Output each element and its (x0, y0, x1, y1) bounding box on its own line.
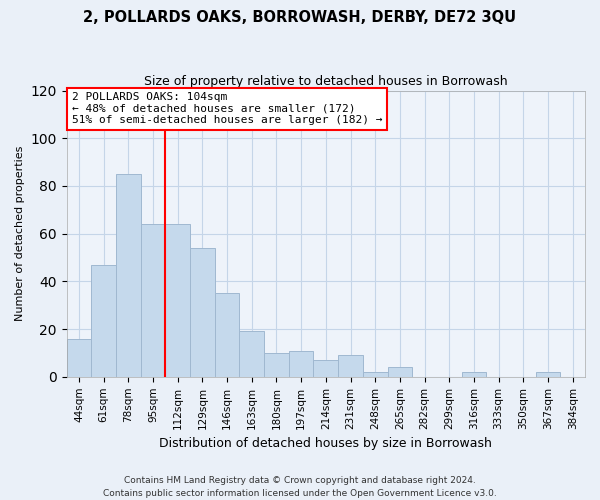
Bar (536, 372, 560, 377)
Text: Contains HM Land Registry data © Crown copyright and database right 2024.
Contai: Contains HM Land Registry data © Crown c… (103, 476, 497, 498)
Bar (338, 356, 363, 377)
Bar (67, 338, 91, 377)
Y-axis label: Number of detached properties: Number of detached properties (15, 146, 25, 322)
Bar (141, 224, 166, 377)
Bar (461, 372, 486, 377)
Text: 2 POLLARDS OAKS: 104sqm
← 48% of detached houses are smaller (172)
51% of semi-d: 2 POLLARDS OAKS: 104sqm ← 48% of detache… (72, 92, 382, 125)
Bar (190, 248, 215, 377)
X-axis label: Distribution of detached houses by size in Borrowash: Distribution of detached houses by size … (160, 437, 492, 450)
Bar (239, 332, 264, 377)
Bar (363, 372, 388, 377)
Text: 2, POLLARDS OAKS, BORROWASH, DERBY, DE72 3QU: 2, POLLARDS OAKS, BORROWASH, DERBY, DE72… (83, 10, 517, 25)
Bar (166, 224, 190, 377)
Bar (313, 360, 338, 377)
Bar (116, 174, 141, 377)
Bar (91, 264, 116, 377)
Bar (215, 294, 239, 377)
Title: Size of property relative to detached houses in Borrowash: Size of property relative to detached ho… (144, 75, 508, 88)
Bar (264, 353, 289, 377)
Bar (388, 368, 412, 377)
Bar (289, 350, 313, 377)
